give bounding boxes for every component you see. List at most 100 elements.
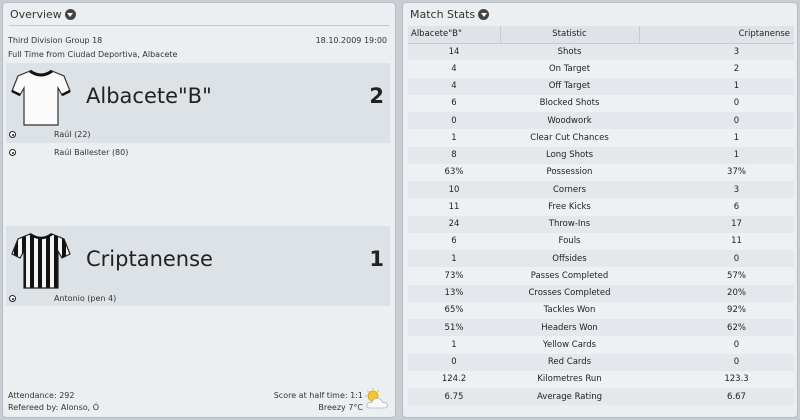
stats-row: 6 Fouls 11	[408, 232, 794, 250]
stat-name: Fouls	[500, 232, 639, 250]
stat-home-value: 6.75	[408, 388, 500, 406]
stat-name: Shots	[500, 43, 639, 61]
stat-away-value: 92%	[639, 301, 794, 319]
stat-away-value: 6	[639, 198, 794, 216]
home-team-score: 2	[369, 84, 384, 108]
stat-home-value: 14	[408, 43, 500, 61]
sun-behind-cloud-icon	[365, 388, 388, 409]
stat-name: Headers Won	[500, 319, 639, 337]
chevron-down-icon[interactable]	[478, 8, 490, 20]
chevron-down-icon[interactable]	[64, 8, 76, 20]
stat-name: Crosses Completed	[500, 284, 639, 302]
venue-line: Full Time from Ciudad Deportiva, Albacet…	[8, 50, 178, 59]
away-kit-shirt-icon	[11, 232, 71, 289]
stats-row: 6 Blocked Shots 0	[408, 94, 794, 112]
header-divider	[9, 25, 389, 26]
home-team-band: Albacete"B" 2	[6, 63, 390, 143]
stat-away-value: 62%	[639, 319, 794, 337]
stat-name: Red Cards	[500, 353, 639, 371]
stat-away-value: 0	[639, 94, 794, 112]
stats-row: 24 Throw-Ins 17	[408, 215, 794, 233]
scorer-name[interactable]: Antonio (pen 4)	[54, 294, 117, 303]
stats-body: 14 Shots 3 4 On Target 2 4 Off Target 1 6 Blocked …	[408, 43, 794, 406]
stat-away-value: 1	[639, 77, 794, 95]
stat-name: Passes Completed	[500, 267, 639, 285]
column-header-home[interactable]: Albacete"B"	[408, 26, 501, 44]
stat-away-value: 1	[639, 146, 794, 164]
match-stats-header[interactable]: Match Stats	[403, 3, 797, 25]
stat-name: Clear Cut Chances	[500, 129, 639, 147]
football-icon	[9, 149, 16, 156]
stat-home-value: 63%	[408, 163, 500, 181]
stat-home-value: 0	[408, 353, 500, 371]
referee-text[interactable]: Refereed by: Alonso, Ó	[8, 403, 100, 412]
stat-name: Offsides	[500, 250, 639, 268]
competition-name[interactable]: Third Division Group 18	[8, 36, 103, 45]
stat-name: Tackles Won	[500, 301, 639, 319]
football-icon	[9, 295, 16, 302]
stat-home-value: 24	[408, 215, 500, 233]
home-team-name[interactable]: Albacete"B"	[86, 84, 212, 108]
stat-name: On Target	[500, 60, 639, 78]
stat-home-value: 1	[408, 336, 500, 354]
stats-row: 0 Red Cards 0	[408, 353, 794, 371]
stat-away-value: 17	[639, 215, 794, 233]
away-team-name[interactable]: Criptanense	[86, 247, 213, 271]
stat-name: Kilometres Run	[500, 370, 639, 388]
overview-panel: Overview Third Division Group 18 18.10.2…	[2, 2, 396, 418]
stat-home-value: 4	[408, 60, 500, 78]
stats-row: 8 Long Shots 1	[408, 146, 794, 164]
match-stats-table: Albacete"B" Statistic Criptanense 14 Shot…	[408, 26, 794, 406]
stat-name: Possession	[500, 163, 639, 181]
match-date: 18.10.2009 19:00	[315, 36, 387, 45]
away-team-score: 1	[369, 247, 384, 271]
stat-name: Free Kicks	[500, 198, 639, 216]
weather-text: Breezy 7°C	[318, 403, 363, 412]
stats-row: 73% Passes Completed 57%	[408, 267, 794, 285]
stat-away-value: 11	[639, 232, 794, 250]
stat-home-value: 1	[408, 129, 500, 147]
column-header-statistic[interactable]: Statistic	[500, 26, 640, 44]
stat-name: Off Target	[500, 77, 639, 95]
stats-row: 65% Tackles Won 92%	[408, 301, 794, 319]
stat-home-value: 8	[408, 146, 500, 164]
stat-name: Average Rating	[500, 388, 639, 406]
home-kit-shirt-icon	[11, 69, 71, 126]
stat-home-value: 6	[408, 94, 500, 112]
column-header-away[interactable]: Criptanense	[639, 26, 794, 44]
stats-header-row: Albacete"B" Statistic Criptanense	[408, 26, 794, 44]
stat-home-value: 11	[408, 198, 500, 216]
stat-home-value: 1	[408, 250, 500, 268]
stats-row: 0 Woodwork 0	[408, 112, 794, 130]
stat-away-value: 0	[639, 112, 794, 130]
stat-away-value: 57%	[639, 267, 794, 285]
stats-row: 1 Clear Cut Chances 1	[408, 129, 794, 147]
stat-home-value: 51%	[408, 319, 500, 337]
stats-row: 13% Crosses Completed 20%	[408, 284, 794, 302]
scorer-name[interactable]: Raúl Ballester (80)	[54, 148, 129, 157]
stat-away-value: 3	[639, 181, 794, 199]
stat-away-value: 3	[639, 43, 794, 61]
stats-row: 6.75 Average Rating 6.67	[408, 388, 794, 406]
halftime-score-text: Score at half time: 1:1	[273, 391, 363, 400]
stats-row: 63% Possession 37%	[408, 163, 794, 181]
stats-row: 10 Corners 3	[408, 181, 794, 199]
overview-title: Overview	[10, 7, 62, 21]
stats-row: 1 Yellow Cards 0	[408, 336, 794, 354]
match-stats-panel: Match Stats Albacete"B" Statistic Cripta…	[402, 2, 798, 418]
match-stats-title: Match Stats	[410, 7, 476, 21]
stat-home-value: 6	[408, 232, 500, 250]
stats-row: 1 Offsides 0	[408, 250, 794, 268]
stat-away-value: 0	[639, 250, 794, 268]
attendance-text: Attendance: 292	[8, 391, 75, 400]
scorer-name[interactable]: Raúl (22)	[54, 130, 91, 139]
football-icon	[9, 131, 16, 138]
stats-row: 11 Free Kicks 6	[408, 198, 794, 216]
stat-away-value: 20%	[639, 284, 794, 302]
stat-away-value: 123.3	[639, 370, 794, 388]
stat-home-value: 124.2	[408, 370, 500, 388]
stat-home-value: 65%	[408, 301, 500, 319]
away-team-band: Criptanense 1	[6, 226, 390, 306]
stat-name: Corners	[500, 181, 639, 199]
overview-header[interactable]: Overview	[3, 3, 395, 25]
